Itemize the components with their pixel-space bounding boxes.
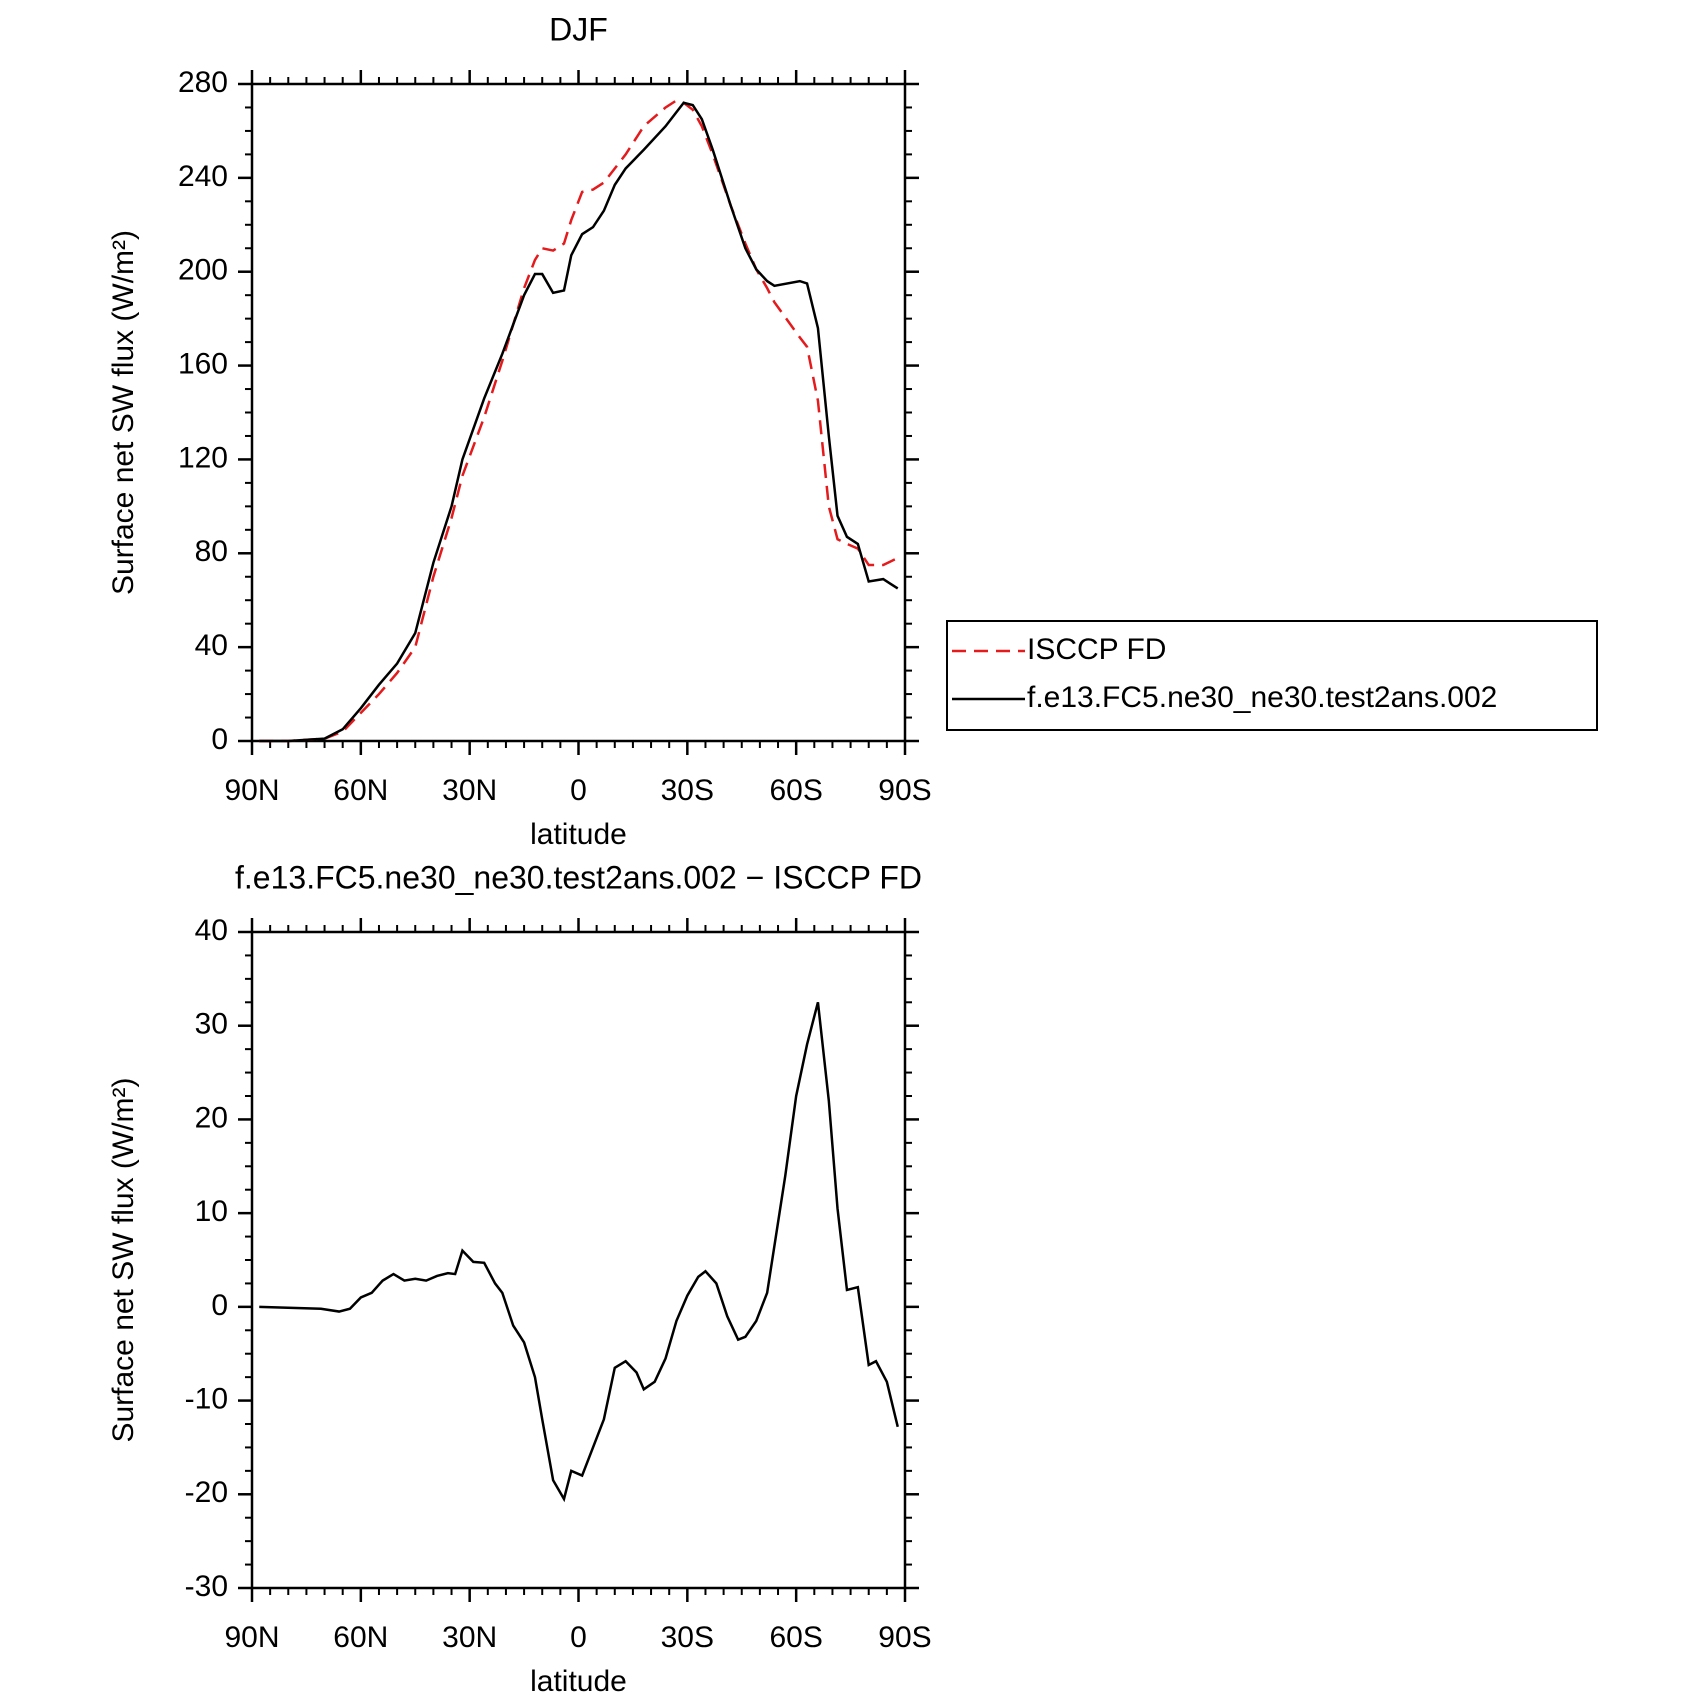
y-tick-label: 200: [178, 254, 228, 287]
x-tick-label: 30N: [442, 774, 497, 807]
plot-frame: [250, 82, 907, 743]
y-tick-label: 80: [195, 535, 228, 568]
y-tick-label: 40: [195, 914, 228, 947]
y-tick-label: 30: [195, 1008, 228, 1041]
y-axis-label: Surface net SW flux (W/m²): [107, 230, 140, 595]
y-axis-label: Surface net SW flux (W/m²): [107, 1077, 140, 1442]
x-tick-label: 60N: [333, 1621, 388, 1654]
y-tick-label: -30: [185, 1570, 228, 1603]
line-series: [259, 101, 899, 743]
x-tick-label: 30S: [661, 1621, 714, 1654]
y-tick-label: 20: [195, 1101, 228, 1134]
x-tick-label: 60S: [769, 774, 822, 807]
legend-box: [946, 620, 1598, 731]
x-tick-label: 30N: [442, 1621, 497, 1654]
y-tick-label: 40: [195, 629, 228, 662]
x-tick-label: 0: [570, 774, 587, 807]
y-tick-label: 0: [211, 723, 228, 756]
chart-title: f.e13.FC5.ne30_ne30.test2ans.002 − ISCCP…: [235, 859, 922, 895]
y-tick-label: 160: [178, 347, 228, 380]
x-axis-label: latitude: [530, 818, 627, 851]
x-tick-label: 60S: [769, 1621, 822, 1654]
y-tick-label: 120: [178, 441, 228, 474]
line-series: [259, 1001, 899, 1503]
legend-label: f.e13.FC5.ne30_ne30.test2ans.002: [1027, 681, 1497, 714]
x-tick-label: 90S: [878, 1621, 931, 1654]
y-tick-label: 10: [195, 1195, 228, 1228]
chart-title: DJF: [549, 11, 608, 47]
y-tick-label: -20: [185, 1476, 228, 1509]
line-series: [259, 99, 899, 743]
legend-label: ISCCP FD: [1027, 633, 1166, 666]
y-tick-label: 280: [178, 66, 228, 99]
x-tick-label: 30S: [661, 774, 714, 807]
x-axis-label: latitude: [530, 1665, 627, 1698]
x-tick-label: 90N: [224, 1621, 279, 1654]
x-tick-label: 0: [570, 1621, 587, 1654]
plot-frame: [250, 930, 907, 1590]
x-tick-label: 90N: [224, 774, 279, 807]
x-tick-label: 60N: [333, 774, 388, 807]
y-tick-label: 0: [211, 1289, 228, 1322]
x-tick-label: 90S: [878, 774, 931, 807]
y-tick-label: -10: [185, 1382, 228, 1415]
y-tick-label: 240: [178, 160, 228, 193]
